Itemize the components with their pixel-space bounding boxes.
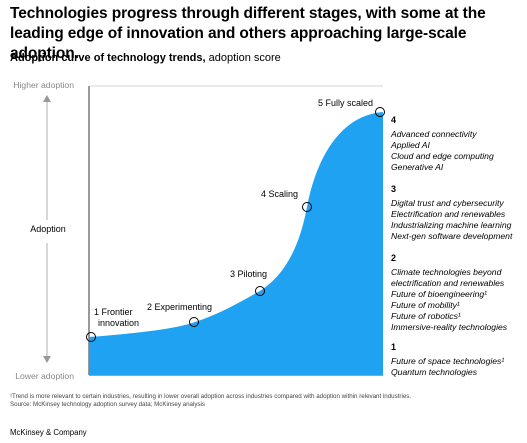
group-3-item: Digital trust and cybersecurity bbox=[391, 198, 504, 208]
group-4: 4 Advanced connectivity Applied AI Cloud… bbox=[390, 115, 494, 172]
group-4-item: Applied AI bbox=[390, 140, 430, 150]
stage-label-1: 1 Frontier innovation bbox=[94, 307, 139, 328]
stage-marker-2 bbox=[189, 317, 199, 327]
chart-subtitle-rest: adoption score bbox=[205, 52, 281, 64]
group-3-number: 3 bbox=[391, 184, 396, 194]
group-2-item: Future of mobility¹ bbox=[391, 300, 460, 310]
source-line: Source: McKinsey technology adoption sur… bbox=[10, 401, 206, 408]
group-4-item: Cloud and edge computing bbox=[391, 151, 494, 161]
group-2-number: 2 bbox=[391, 253, 396, 263]
chart-headline: Technologies progress through different … bbox=[10, 5, 486, 62]
group-3-item: Industrializing machine learning bbox=[391, 220, 512, 230]
y-axis-top-label: Higher adoption bbox=[13, 80, 74, 90]
group-3: 3 Digital trust and cybersecurity Electr… bbox=[391, 184, 513, 241]
adoption-curve-area bbox=[89, 112, 383, 375]
chart-subtitle-bold: Adoption curve of technology trends, bbox=[10, 52, 206, 64]
y-axis-title: Adoption bbox=[30, 224, 66, 234]
group-2: 2 Climate technologies beyond electrific… bbox=[391, 253, 508, 332]
group-4-number: 4 bbox=[391, 115, 396, 125]
stage-marker-1 bbox=[86, 332, 96, 342]
group-3-item: Next-gen software development bbox=[391, 231, 513, 241]
group-2-item: Immersive-reality technologies bbox=[391, 322, 508, 332]
y-axis-bottom-label: Lower adoption bbox=[15, 371, 74, 381]
y-axis-down-arrow bbox=[43, 243, 51, 363]
stage-label-4: 4 Scaling bbox=[261, 189, 298, 199]
group-1-item: Future of space technologies¹ bbox=[391, 356, 504, 366]
group-2-item: Future of bioengineering¹ bbox=[391, 289, 487, 299]
group-2-item: Climate technologies beyond bbox=[391, 267, 502, 277]
chart-subtitle: Adoption curve of technology trends, ado… bbox=[10, 52, 281, 64]
stage-marker-3 bbox=[255, 286, 265, 296]
stage-label-2: 2 Experimenting bbox=[147, 302, 212, 312]
brand-logo-text: McKinsey & Company bbox=[10, 428, 87, 437]
stage-label-3: 3 Piloting bbox=[230, 269, 267, 279]
stage-marker-4 bbox=[302, 202, 312, 212]
stage-marker-5 bbox=[375, 107, 385, 117]
group-2-item: Future of robotics¹ bbox=[391, 311, 461, 321]
group-4-item: Generative AI bbox=[391, 162, 444, 172]
footnote-line-1: ¹Trend is more relevant to certain indus… bbox=[10, 393, 412, 400]
group-1-number: 1 bbox=[391, 342, 396, 352]
group-2-item: electrification and renewables bbox=[391, 278, 505, 288]
footnote: ¹Trend is more relevant to certain indus… bbox=[10, 393, 520, 409]
stage-label-1-line2: innovation bbox=[98, 318, 139, 328]
y-axis-up-arrow bbox=[43, 95, 51, 220]
stage-label-5: 5 Fully scaled bbox=[318, 98, 373, 108]
group-4-item: Advanced connectivity bbox=[390, 129, 477, 139]
group-1: 1 Future of space technologies¹ Quantum … bbox=[391, 342, 504, 377]
stage-label-1-line1: 1 Frontier bbox=[94, 307, 133, 317]
group-3-item: Electrification and renewables bbox=[391, 209, 506, 219]
group-1-item: Quantum technologies bbox=[391, 367, 478, 377]
